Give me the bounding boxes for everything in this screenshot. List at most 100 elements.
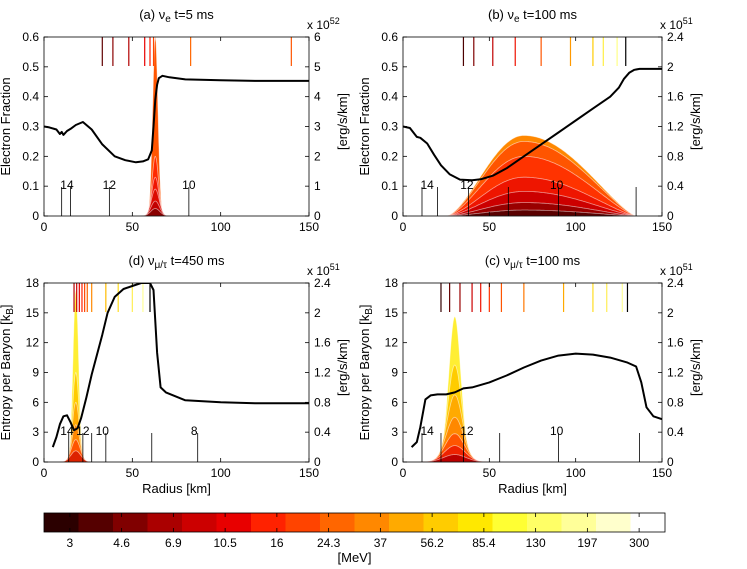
- shell-label: 12: [103, 178, 117, 192]
- y-tick-label: 18: [385, 276, 399, 290]
- panel-c-nu-mu-tau-100ms: 14 12 100 50 100 150036912151800.40.81.21.622…: [357, 253, 703, 496]
- panel-title: (b) νe t=100 ms: [488, 7, 578, 25]
- y-tick-label: 0.6: [381, 30, 398, 44]
- exponent-power: 51: [683, 262, 693, 272]
- x-tick-label: 50: [483, 220, 497, 234]
- shell-label: 12: [76, 424, 90, 438]
- title-rest: t=450 ms: [167, 253, 225, 268]
- shell-label: 8: [191, 424, 198, 438]
- profile-curve: [51, 283, 309, 448]
- colorbar-segment: [251, 513, 287, 532]
- x-tick-label: 150: [299, 466, 319, 480]
- y-right-tick-label: 1.6: [667, 90, 684, 104]
- colorbar-segment: [285, 513, 321, 532]
- panel-a-nu-e-5ms: 14 12 100 50 100 15000.10.20.30.40.50.6012345…: [0, 7, 350, 234]
- y-tick-label: 15: [26, 306, 40, 320]
- exponent-power: 51: [683, 16, 693, 26]
- colorbar-tick-label: 24.3: [317, 536, 341, 550]
- y-right-tick-label: 0.4: [667, 425, 684, 439]
- title-sub: μ/τ: [155, 260, 168, 271]
- y-label-main: Electron Fraction: [0, 77, 13, 175]
- y-right-tick-label: 0: [667, 209, 674, 223]
- colorbar-segment: [423, 513, 459, 532]
- y-tick-label: 0.1: [22, 179, 39, 193]
- x-tick-label: 100: [211, 466, 231, 480]
- panel-title: (c) νμ/τ t=100 ms: [485, 253, 581, 271]
- x-tick-label: 100: [566, 466, 586, 480]
- y-right-tick-label: 1.6: [667, 336, 684, 350]
- colorbar-tick-label: 197: [577, 536, 597, 550]
- y-right-tick-label: 0.4: [314, 425, 331, 439]
- colorbar-tick-label: 4.6: [113, 536, 130, 550]
- title-rest: t=5 ms: [171, 7, 214, 22]
- y-tick-label: 0: [391, 209, 398, 223]
- y-tick-label: 0.2: [22, 149, 39, 163]
- y-tick-label: 12: [385, 336, 399, 350]
- spectra-group: [132, 37, 179, 216]
- y-tick-label: 0.5: [22, 60, 39, 74]
- colorbar-label: [MeV]: [338, 550, 372, 565]
- panel-d-nu-mu-tau-450ms: 14 12 10 80 50 100 150036912151800.40.81.21.62…: [0, 253, 350, 496]
- profile-curve: [410, 352, 662, 448]
- y-tick-label: 12: [26, 336, 40, 350]
- panel-b-nu-e-100ms: 14 12 100 50 100 15000.10.20.30.40.50.600.40.…: [357, 7, 703, 234]
- title-main: (b) ν: [488, 7, 514, 22]
- y-right-tick-label: 1.2: [314, 366, 331, 380]
- x-axis-label: Radius [km]: [142, 481, 211, 496]
- y-tick-label: 0: [32, 209, 39, 223]
- x-tick-label: 150: [299, 220, 319, 234]
- colorbar-tick-label: 3: [67, 536, 74, 550]
- exponent-power: 51: [330, 262, 340, 272]
- y-tick-label: 18: [26, 276, 40, 290]
- exponent-power: 52: [330, 16, 340, 26]
- y-right-tick-label: 1.6: [314, 336, 331, 350]
- spectra-group: [446, 135, 637, 216]
- right-axis-exponent: x 1051: [660, 16, 693, 32]
- spectra-group: [403, 316, 511, 462]
- right-axis-exponent: x 1051: [307, 262, 340, 278]
- x-tick-label: 150: [652, 220, 672, 234]
- y-right-tick-label: 2: [667, 306, 674, 320]
- y-tick-label: 0.3: [381, 120, 398, 134]
- y-right-axis-label: [erg/s/km]: [688, 339, 703, 396]
- shell-label: 10: [550, 424, 564, 438]
- y-right-tick-label: 0: [314, 455, 321, 469]
- x-tick-label: 50: [483, 466, 497, 480]
- colorbar-tick-label: 85.4: [472, 536, 496, 550]
- y-tick-label: 0.4: [381, 90, 398, 104]
- y-right-axis-label: [erg/s/km]: [688, 93, 703, 150]
- colorbar-tick-label: 10.5: [213, 536, 237, 550]
- shell-label: 10: [182, 178, 196, 192]
- colorbar-segment: [182, 513, 218, 532]
- y-right-tick-label: 1.2: [667, 120, 684, 134]
- y-right-tick-label: 2.4: [667, 30, 684, 44]
- energy-colorbar: 3 4.6 6.9 10.5 16 24.3 37 56.2 85.4 130 197 300 [MeV…: [43, 512, 666, 565]
- y-right-tick-label: 0: [314, 209, 321, 223]
- y-tick-label: 0.5: [381, 60, 398, 74]
- shell-label: 10: [550, 178, 564, 192]
- x-tick-label: 50: [126, 220, 140, 234]
- exponent-base: x 10: [660, 18, 683, 32]
- x-tick-label: 150: [652, 466, 672, 480]
- colorbar-segment: [458, 513, 494, 532]
- panel-title: (d) νμ/τ t=450 ms: [129, 253, 225, 271]
- y-right-tick-label: 0.8: [314, 395, 331, 409]
- colorbar-tick-label: 16: [270, 536, 284, 550]
- y-tick-label: 3: [391, 425, 398, 439]
- colorbar-segment: [320, 513, 356, 532]
- y-right-tick-label: 1: [314, 179, 321, 193]
- x-tick-label: 0: [41, 220, 48, 234]
- colorbar-tick-label: 37: [374, 536, 388, 550]
- y-right-tick-label: 6: [314, 30, 321, 44]
- title-sub: e: [514, 14, 520, 25]
- colorbar-tick-label: 300: [629, 536, 649, 550]
- spectrum-band: [446, 209, 637, 216]
- y-tick-label: 0: [32, 455, 39, 469]
- panel-title: (a) νe t=5 ms: [139, 7, 214, 25]
- y-right-tick-label: 3: [314, 120, 321, 134]
- exponent-base: x 10: [660, 264, 683, 278]
- title-sub: e: [165, 14, 171, 25]
- shell-label: 14: [60, 178, 74, 192]
- y-axis-label: Electron Fraction: [0, 77, 13, 175]
